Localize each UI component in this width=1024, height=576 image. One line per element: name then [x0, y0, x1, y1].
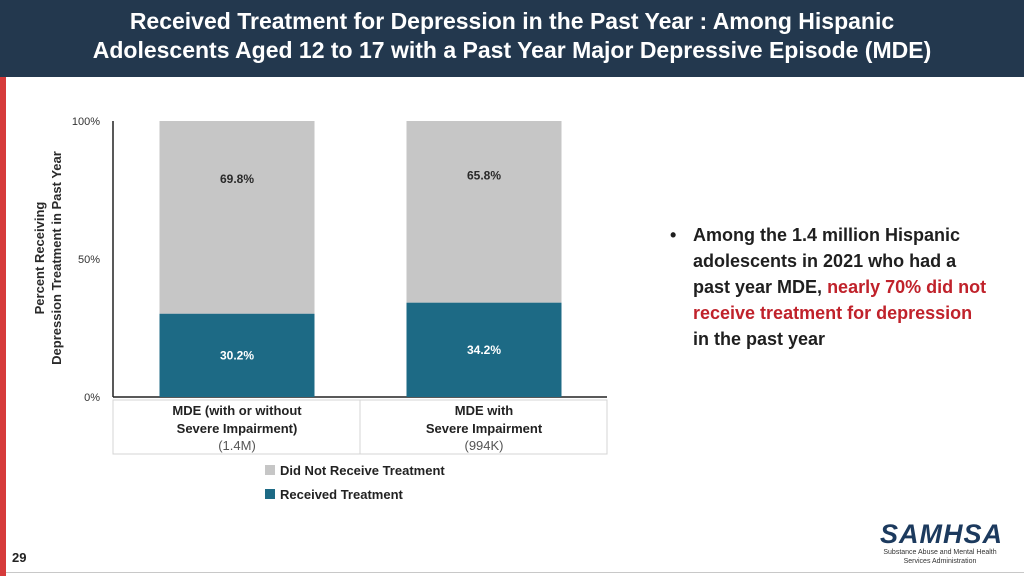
- legend-swatch-not-received: [265, 465, 275, 475]
- slide-title: Received Treatment for Depression in the…: [40, 7, 984, 65]
- data-label-not-received: 65.8%: [467, 168, 501, 182]
- category-sample-size: (994K): [464, 438, 503, 453]
- category-label-line-1: MDE with: [455, 403, 514, 418]
- bullet-text: Among the 1.4 million Hispanic adolescen…: [693, 222, 990, 352]
- data-label-not-received: 69.8%: [220, 172, 254, 186]
- y-tick-label: 100%: [72, 116, 100, 128]
- data-label-received: 30.2%: [220, 348, 254, 362]
- bullet-text-outro: in the past year: [693, 329, 826, 349]
- logo-name: SAMHSA: [880, 519, 1004, 549]
- y-tick-label: 50%: [78, 254, 100, 266]
- bar-not-received-treatment: [406, 121, 562, 303]
- category-label-line-2: Severe Impairment: [426, 421, 543, 436]
- category-label-line-2: Severe Impairment): [177, 421, 298, 436]
- title-line-1: Received Treatment for Depression in the…: [129, 8, 895, 34]
- category-sample-size: (1.4M): [218, 438, 256, 453]
- page-number: 29: [12, 550, 27, 565]
- key-finding-bullet: • Among the 1.4 million Hispanic adolesc…: [670, 222, 990, 352]
- samhsa-logo: SAMHSA Substance Abuse and Mental Health…: [880, 519, 1004, 566]
- legend-item-not-received: Did Not Receive Treatment: [265, 458, 445, 482]
- y-axis-label-line-1: Percent Receiving: [32, 201, 47, 315]
- legend-item-received: Received Treatment: [265, 482, 445, 506]
- logo-subtitle-line-2: Services Administration: [903, 558, 977, 565]
- category-label-line-1: MDE (with or without: [172, 403, 302, 418]
- footer-divider: [6, 572, 1024, 573]
- legend-label-not-received: Did Not Receive Treatment: [280, 462, 445, 478]
- bar-received-treatment: [159, 313, 315, 397]
- logo-subtitle-line-1: Substance Abuse and Mental Health: [883, 549, 997, 556]
- title-line-2: Adolescents Aged 12 to 17 with a Past Ye…: [92, 37, 932, 63]
- data-label-received: 34.2%: [467, 343, 501, 357]
- y-tick-label: 0%: [84, 392, 100, 404]
- legend-swatch-received: [265, 489, 275, 499]
- y-axis-label: Percent Receiving Depression Treatment i…: [31, 128, 65, 388]
- y-axis-label-line-2: Depression Treatment in Past Year: [49, 151, 64, 365]
- legend-label-received: Received Treatment: [280, 486, 403, 502]
- left-accent-stripe: [0, 77, 6, 576]
- bullet-text-highlight: nearly 70% did not receive treatment for…: [693, 277, 987, 323]
- bar-not-received-treatment: [159, 121, 315, 314]
- bullet-marker: •: [670, 225, 677, 245]
- chart-legend: Did Not Receive Treatment Received Treat…: [265, 458, 445, 506]
- bar-received-treatment: [406, 302, 562, 397]
- slide-header: Received Treatment for Depression in the…: [0, 0, 1024, 77]
- bullet-text-intro: Among the 1.4 million Hispanic adolescen…: [693, 225, 961, 297]
